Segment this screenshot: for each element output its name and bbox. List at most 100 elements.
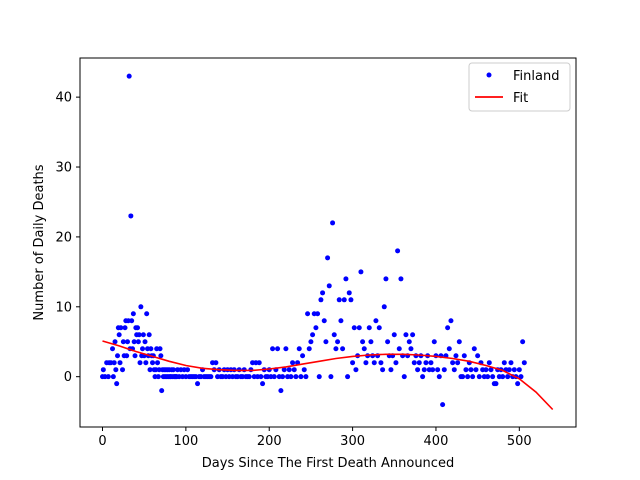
data-point xyxy=(366,325,372,331)
data-point xyxy=(140,346,146,352)
data-point xyxy=(420,374,426,380)
data-point xyxy=(421,367,427,373)
data-point xyxy=(147,367,153,373)
data-point xyxy=(213,360,219,366)
data-point xyxy=(278,388,284,394)
data-point xyxy=(406,339,412,345)
data-point xyxy=(306,346,312,352)
legend-label-fit: Fit xyxy=(513,91,528,106)
data-point xyxy=(330,220,336,226)
data-point xyxy=(501,360,507,366)
y-tick-label: 20 xyxy=(55,230,72,245)
data-point xyxy=(288,374,294,380)
data-point xyxy=(435,367,441,373)
x-tick-label: 400 xyxy=(424,434,449,449)
data-point xyxy=(112,339,118,345)
data-point xyxy=(356,325,362,331)
data-point xyxy=(286,367,292,373)
data-point xyxy=(486,360,492,366)
data-point xyxy=(383,276,389,282)
axes-layer: 0 100 200 300 400 500 0 10 20 30 40 xyxy=(55,57,577,449)
data-point xyxy=(471,346,477,352)
data-point xyxy=(131,339,137,345)
data-point xyxy=(143,360,149,366)
fit-line xyxy=(102,340,554,411)
data-point xyxy=(315,311,321,317)
data-point xyxy=(341,297,347,303)
data-point xyxy=(455,360,461,366)
data-point xyxy=(137,360,143,366)
y-tick-label: 40 xyxy=(55,91,72,106)
data-point xyxy=(142,339,148,345)
data-point xyxy=(146,332,152,338)
data-point xyxy=(398,276,404,282)
data-point xyxy=(331,332,337,338)
x-tick-label: 300 xyxy=(340,434,365,449)
data-point xyxy=(113,367,119,373)
data-point xyxy=(136,332,142,338)
data-point xyxy=(460,374,466,380)
legend-box xyxy=(468,62,571,112)
data-point xyxy=(125,339,131,345)
data-point xyxy=(100,367,106,373)
data-point xyxy=(371,360,377,366)
data-point xyxy=(470,374,476,380)
data-point xyxy=(343,276,349,282)
data-point xyxy=(401,374,407,380)
data-point xyxy=(440,402,446,408)
data-point xyxy=(323,339,329,345)
data-point xyxy=(505,374,511,380)
data-point xyxy=(301,367,307,373)
data-point xyxy=(310,332,316,338)
data-point xyxy=(360,339,366,345)
data-point xyxy=(128,213,134,219)
data-point xyxy=(346,290,352,296)
data-point xyxy=(291,367,297,373)
data-point xyxy=(155,360,161,366)
data-point xyxy=(126,73,132,79)
data-point xyxy=(463,367,469,373)
data-point xyxy=(115,353,121,359)
data-point xyxy=(393,360,399,366)
data-point xyxy=(110,374,116,380)
data-point xyxy=(373,318,379,324)
y-axis-label: Number of Daily Deaths xyxy=(32,164,47,320)
x-tick-label: 500 xyxy=(507,434,532,449)
data-point xyxy=(490,374,496,380)
data-point xyxy=(260,381,266,387)
data-point xyxy=(368,339,374,345)
data-point xyxy=(328,374,334,380)
data-point xyxy=(326,283,332,289)
data-point xyxy=(321,318,327,324)
data-point xyxy=(158,353,164,359)
data-point xyxy=(396,346,402,352)
data-point xyxy=(485,374,491,380)
data-point xyxy=(208,374,214,380)
data-point xyxy=(105,374,111,380)
data-point xyxy=(415,367,421,373)
plot-frame xyxy=(79,57,577,428)
data-point xyxy=(388,367,394,373)
data-point xyxy=(500,374,506,380)
data-point xyxy=(380,367,386,373)
data-point xyxy=(132,353,138,359)
data-point xyxy=(508,360,514,366)
data-point xyxy=(325,255,331,261)
data-point xyxy=(135,325,141,331)
data-point xyxy=(298,374,304,380)
x-tick-label: 200 xyxy=(257,434,282,449)
data-point xyxy=(473,367,479,373)
data-point xyxy=(456,339,462,345)
data-point xyxy=(340,346,346,352)
data-point xyxy=(493,381,499,387)
scatter-layer xyxy=(100,73,527,408)
data-point xyxy=(488,367,494,373)
data-point xyxy=(138,304,144,310)
data-point xyxy=(318,297,324,303)
data-point xyxy=(316,374,322,380)
data-point xyxy=(150,360,156,366)
data-point xyxy=(170,367,176,373)
data-point xyxy=(157,346,163,352)
data-point xyxy=(114,381,120,387)
data-point xyxy=(120,367,126,373)
